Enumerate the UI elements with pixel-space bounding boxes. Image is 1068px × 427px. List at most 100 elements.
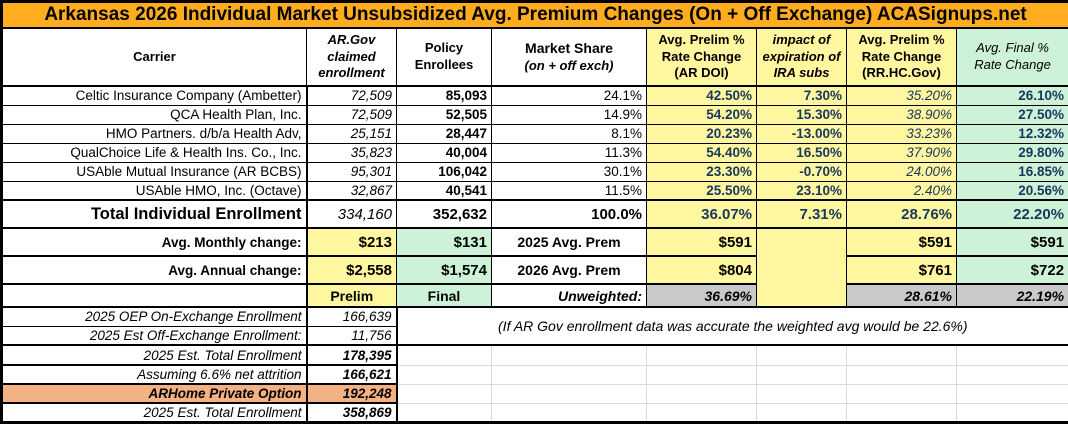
prelim-rrhc: 2.40%	[846, 180, 957, 201]
empty-grid-cell	[396, 402, 492, 423]
enrollment-value: 178,395	[306, 344, 398, 366]
footnote: (If AR Gov enrollment data was accurate …	[395, 306, 1068, 346]
enrollment-row: 2025 Est. Total Enrollment 358,869	[1, 402, 1068, 423]
col-header-policy-enrollees: Policy Enrollees	[396, 27, 492, 87]
market-share: 14.9%	[491, 104, 647, 125]
arhome-value: 192,248	[306, 383, 398, 404]
carrier-row: USAble Mutual Insurance (AR BCBS) 95,301…	[1, 161, 1068, 182]
empty-grid-cell	[955, 364, 1068, 385]
avg-prem-2026-final: $722	[955, 255, 1068, 285]
policy-enrollees: 52,505	[396, 104, 492, 125]
avg-monthly-final: $131	[396, 227, 492, 257]
ira-impact: 15.30%	[756, 104, 847, 125]
carrier-name: Celtic Insurance Company (Ambetter)	[1, 85, 308, 106]
claimed-enrollment: 72,509	[306, 104, 397, 125]
avg-prem-2026-rrhc: $761	[846, 255, 957, 285]
empty-grid-cell	[756, 364, 847, 385]
prem-2026-label: 2026 Avg. Prem	[491, 255, 647, 285]
empty-grid-cell	[491, 344, 647, 366]
empty-grid-cell	[396, 344, 492, 366]
policy-enrollees: 85,093	[396, 85, 492, 106]
prelim-rrhc: 37.90%	[846, 142, 957, 163]
empty-grid-cell	[646, 402, 757, 423]
ira-spacer-cell	[756, 227, 847, 308]
arhome-label: ARHome Private Option	[1, 383, 308, 404]
col-header-claimed-enrollment: AR.Gov claimed enrollment	[306, 27, 397, 87]
col-header-ira-impact: impact of expiration of IRA subs	[756, 27, 847, 87]
ira-impact: -13.00%	[756, 123, 847, 144]
market-share-label: Market Share	[525, 40, 613, 57]
claimed-enrollment: 35,823	[306, 142, 397, 163]
avg-monthly-row: Avg. Monthly change: $213 $131 2025 Avg.…	[1, 227, 1068, 308]
empty-grid-cell	[846, 364, 957, 385]
carrier-row: Celtic Insurance Company (Ambetter) 72,5…	[1, 85, 1068, 106]
empty-grid-cell	[396, 364, 492, 385]
prelim-doi: 54.40%	[646, 142, 757, 163]
prelim-rrhc: 35.20%	[846, 85, 957, 106]
policy-enrollees: 106,042	[396, 161, 492, 182]
ira-impact: -0.70%	[756, 161, 847, 182]
title-row: Arkansas 2026 Individual Market Unsubsid…	[0, 1, 1068, 29]
unweighted-label: Unweighted:	[491, 283, 647, 308]
enrollment-row: Assuming 6.6% net attrition 166,621	[1, 364, 1068, 385]
prelim-rrhc: 24.00%	[846, 161, 957, 182]
market-share-sublabel: (on + off exch)	[524, 58, 614, 73]
final-change: 29.80%	[955, 142, 1068, 163]
market-share: 8.1%	[491, 123, 647, 144]
enrollment-value: 11,756	[306, 325, 398, 346]
avg-annual-row: Avg. Annual change: $2,558 $1,574 2026 A…	[1, 255, 1068, 285]
prelim-doi: 20.23%	[646, 123, 757, 144]
carrier-name: HMO Partners. d/b/a Health Adv,	[1, 123, 308, 144]
total-ira-impact: 7.31%	[756, 199, 847, 229]
prelim-rrhc: 38.90%	[846, 104, 957, 125]
empty-grid-cell	[491, 402, 647, 423]
avg-monthly-prelim: $213	[306, 227, 397, 257]
prem-2025-label: 2025 Avg. Prem	[491, 227, 647, 257]
prelim-final-row: Prelim Final Unweighted: 36.69% 28.61% 2…	[1, 283, 1068, 308]
market-share: 30.1%	[491, 161, 647, 182]
carrier-name: USAble HMO, Inc. (Octave)	[1, 180, 308, 201]
col-header-carrier: Carrier	[1, 27, 307, 87]
claimed-enrollment: 25,151	[306, 123, 397, 144]
market-share: 11.3%	[491, 142, 647, 163]
avg-annual-label: Avg. Annual change:	[1, 255, 308, 285]
prelim-doi: 42.50%	[646, 85, 757, 106]
final-change: 12.32%	[955, 123, 1068, 144]
empty-grid-cell	[846, 344, 957, 366]
col-header-prelim-ar-doi: Avg. Prelim % Rate Change (AR DOI)	[646, 27, 757, 87]
prelim-doi: 25.50%	[646, 180, 757, 201]
avg-prem-2026-doi: $804	[646, 255, 757, 285]
enrollment-value: 166,621	[306, 364, 398, 385]
carrier-row: QCA Health Plan, Inc. 72,509 52,505 14.9…	[1, 104, 1068, 125]
empty-cell	[1, 283, 308, 308]
final-change: 16.85%	[955, 161, 1068, 182]
empty-grid-cell	[846, 402, 957, 423]
carrier-name: QCA Health Plan, Inc.	[1, 104, 308, 125]
prelim-doi: 23.30%	[646, 161, 757, 182]
ira-impact: 23.10%	[756, 180, 847, 201]
col-header-prelim-rrhc: Avg. Prelim % Rate Change (RR.HC.Gov)	[846, 27, 957, 87]
enrollment-value: 358,869	[306, 402, 398, 423]
arhome-row: ARHome Private Option 192,248	[1, 383, 1068, 404]
policy-enrollees: 40,004	[396, 142, 492, 163]
final-change: 27.50%	[955, 104, 1068, 125]
empty-grid-cell	[491, 364, 647, 385]
total-final-change: 22.20%	[955, 199, 1068, 229]
unweighted-final: 22.19%	[955, 283, 1068, 308]
total-row: Total Individual Enrollment 334,160 352,…	[1, 199, 1068, 229]
carrier-row: QualChoice Life & Health Ins. Co., Inc. …	[1, 142, 1068, 163]
col-header-market-share: Market Share (on + off exch)	[491, 27, 647, 87]
header-row: Carrier AR.Gov claimed enrollment Policy…	[1, 27, 1068, 87]
enrollment-label: 2025 Est. Total Enrollment	[1, 344, 308, 366]
empty-grid-cell	[756, 383, 847, 404]
total-claimed: 334,160	[306, 199, 397, 229]
empty-grid-cell	[756, 344, 847, 366]
page-title: Arkansas 2026 Individual Market Unsubsid…	[0, 1, 1068, 29]
avg-monthly-label: Avg. Monthly change:	[1, 227, 308, 257]
empty-grid-cell	[955, 344, 1068, 366]
carrier-row: HMO Partners. d/b/a Health Adv, 25,151 2…	[1, 123, 1068, 144]
empty-grid-cell	[396, 383, 492, 404]
total-enrollees: 352,632	[396, 199, 492, 229]
prelim-doi: 54.20%	[646, 104, 757, 125]
avg-prem-2025-rrhc: $591	[846, 227, 957, 257]
